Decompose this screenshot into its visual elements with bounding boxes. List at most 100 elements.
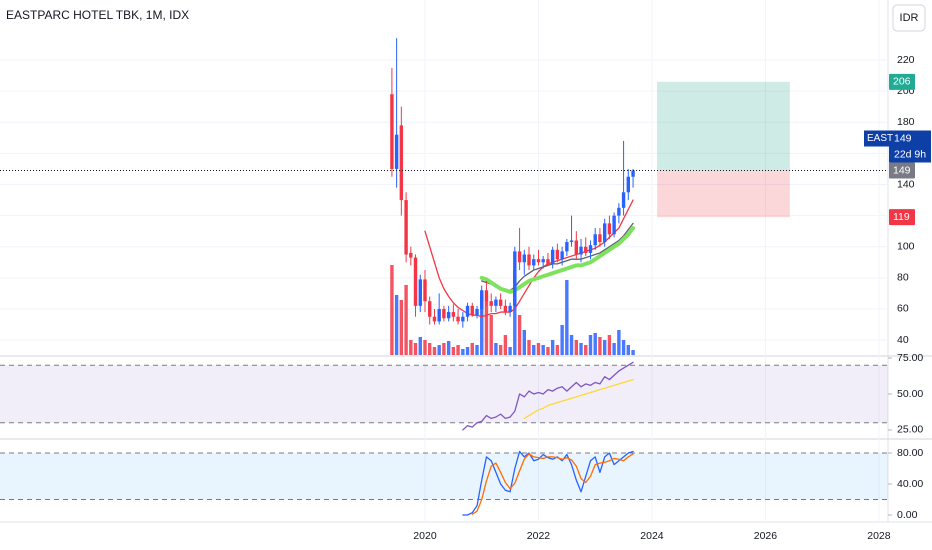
candle-body xyxy=(569,240,574,243)
y-tick-label: 40 xyxy=(897,334,909,346)
candle-body xyxy=(593,234,597,246)
band-fill xyxy=(0,365,888,423)
candle-body xyxy=(494,299,498,306)
volume-bar xyxy=(418,337,422,355)
candle-body xyxy=(475,308,479,316)
y-tick-label: 25.00 xyxy=(897,424,923,436)
candle-body xyxy=(617,207,621,216)
candle-body xyxy=(461,316,465,322)
candle-body xyxy=(418,279,422,306)
volume-bar xyxy=(428,343,432,355)
x-tick-label: 2022 xyxy=(527,530,551,542)
volume-bar xyxy=(598,337,602,355)
volume-bar xyxy=(574,340,579,355)
candle-body xyxy=(470,305,474,316)
symbol-badge: EAST xyxy=(867,133,893,144)
volume-bar xyxy=(508,347,512,355)
candle-body xyxy=(536,259,541,263)
crosshair-badge-bg xyxy=(889,162,915,179)
volume-bar xyxy=(399,300,404,355)
volume-bar xyxy=(617,330,621,355)
volume-bar xyxy=(456,345,460,355)
candle-body xyxy=(399,125,404,201)
candle-body xyxy=(428,301,432,317)
candle-body xyxy=(498,299,503,306)
candle-body xyxy=(602,223,607,243)
volume-bar xyxy=(461,349,465,355)
volume-bar xyxy=(513,270,517,355)
currency-button[interactable] xyxy=(892,4,926,32)
volume-bar xyxy=(394,295,399,355)
volume-bar xyxy=(612,343,616,355)
volume-bar xyxy=(626,345,630,355)
volume-bar xyxy=(541,345,545,355)
price-badge: 149 xyxy=(894,132,912,144)
stop-badge: 119 xyxy=(893,211,910,223)
y-tick-label: 180 xyxy=(897,116,915,128)
y-tick-label: 80.00 xyxy=(897,447,923,459)
volume-bar xyxy=(413,343,418,355)
candle-body xyxy=(484,290,489,302)
candle-body xyxy=(423,279,427,302)
x-tick-label: 2028 xyxy=(867,530,891,542)
volume-bar xyxy=(517,315,522,355)
price-badge-bg xyxy=(889,130,931,163)
volume-bar xyxy=(579,343,583,355)
candle-body xyxy=(546,259,550,264)
candle-body xyxy=(503,305,508,313)
candle-body xyxy=(465,305,470,317)
volume-bar xyxy=(593,333,597,355)
volume-bar xyxy=(484,300,489,355)
volume-bar xyxy=(560,325,564,355)
band-fill xyxy=(0,453,888,500)
candle-body xyxy=(527,254,531,266)
volume-bar xyxy=(621,340,626,355)
volume-bar xyxy=(446,341,451,355)
volume-bar xyxy=(588,335,593,355)
volume-bar xyxy=(498,345,503,355)
volume-bar xyxy=(494,343,498,355)
candle-body xyxy=(489,301,493,306)
indicator-line xyxy=(471,453,634,515)
volume-bar xyxy=(565,280,569,355)
y-tick-label: 100 xyxy=(897,241,915,253)
volume-bar xyxy=(451,347,456,355)
candle-body xyxy=(480,290,484,309)
volume-bar xyxy=(602,340,607,355)
candle-body xyxy=(404,200,408,255)
crosshair-badge: 149 xyxy=(893,164,911,176)
y-tick-label: 0.00 xyxy=(897,509,918,521)
indicator-line xyxy=(462,450,634,516)
candle-body xyxy=(555,249,560,260)
candle-body xyxy=(584,246,588,253)
candle-body xyxy=(626,176,630,193)
candle-body xyxy=(588,245,593,253)
candle-body xyxy=(560,251,564,260)
candle-body xyxy=(574,240,579,255)
candle-body xyxy=(579,246,583,255)
candle-body xyxy=(550,249,555,264)
volume-bar xyxy=(489,315,493,355)
volume-bar xyxy=(442,343,446,355)
volume-bar xyxy=(409,340,413,355)
x-tick-label: 2026 xyxy=(754,530,778,542)
currency-label[interactable]: IDR xyxy=(900,12,919,24)
volume-bar xyxy=(437,345,441,355)
volume-bar xyxy=(470,343,474,355)
candle-body xyxy=(508,305,512,313)
volume-bar xyxy=(480,295,484,355)
y-tick-label: 75.00 xyxy=(897,352,923,364)
target-zone xyxy=(657,81,790,171)
candle-body xyxy=(409,252,413,258)
volume-bar xyxy=(546,347,550,355)
y-tick-label: 140 xyxy=(897,178,915,190)
volume-bar xyxy=(465,347,470,355)
candle-body xyxy=(522,254,526,263)
candle-body xyxy=(394,134,399,169)
volume-bar xyxy=(569,335,574,355)
volume-bar xyxy=(390,265,394,355)
volume-bar xyxy=(423,340,427,355)
